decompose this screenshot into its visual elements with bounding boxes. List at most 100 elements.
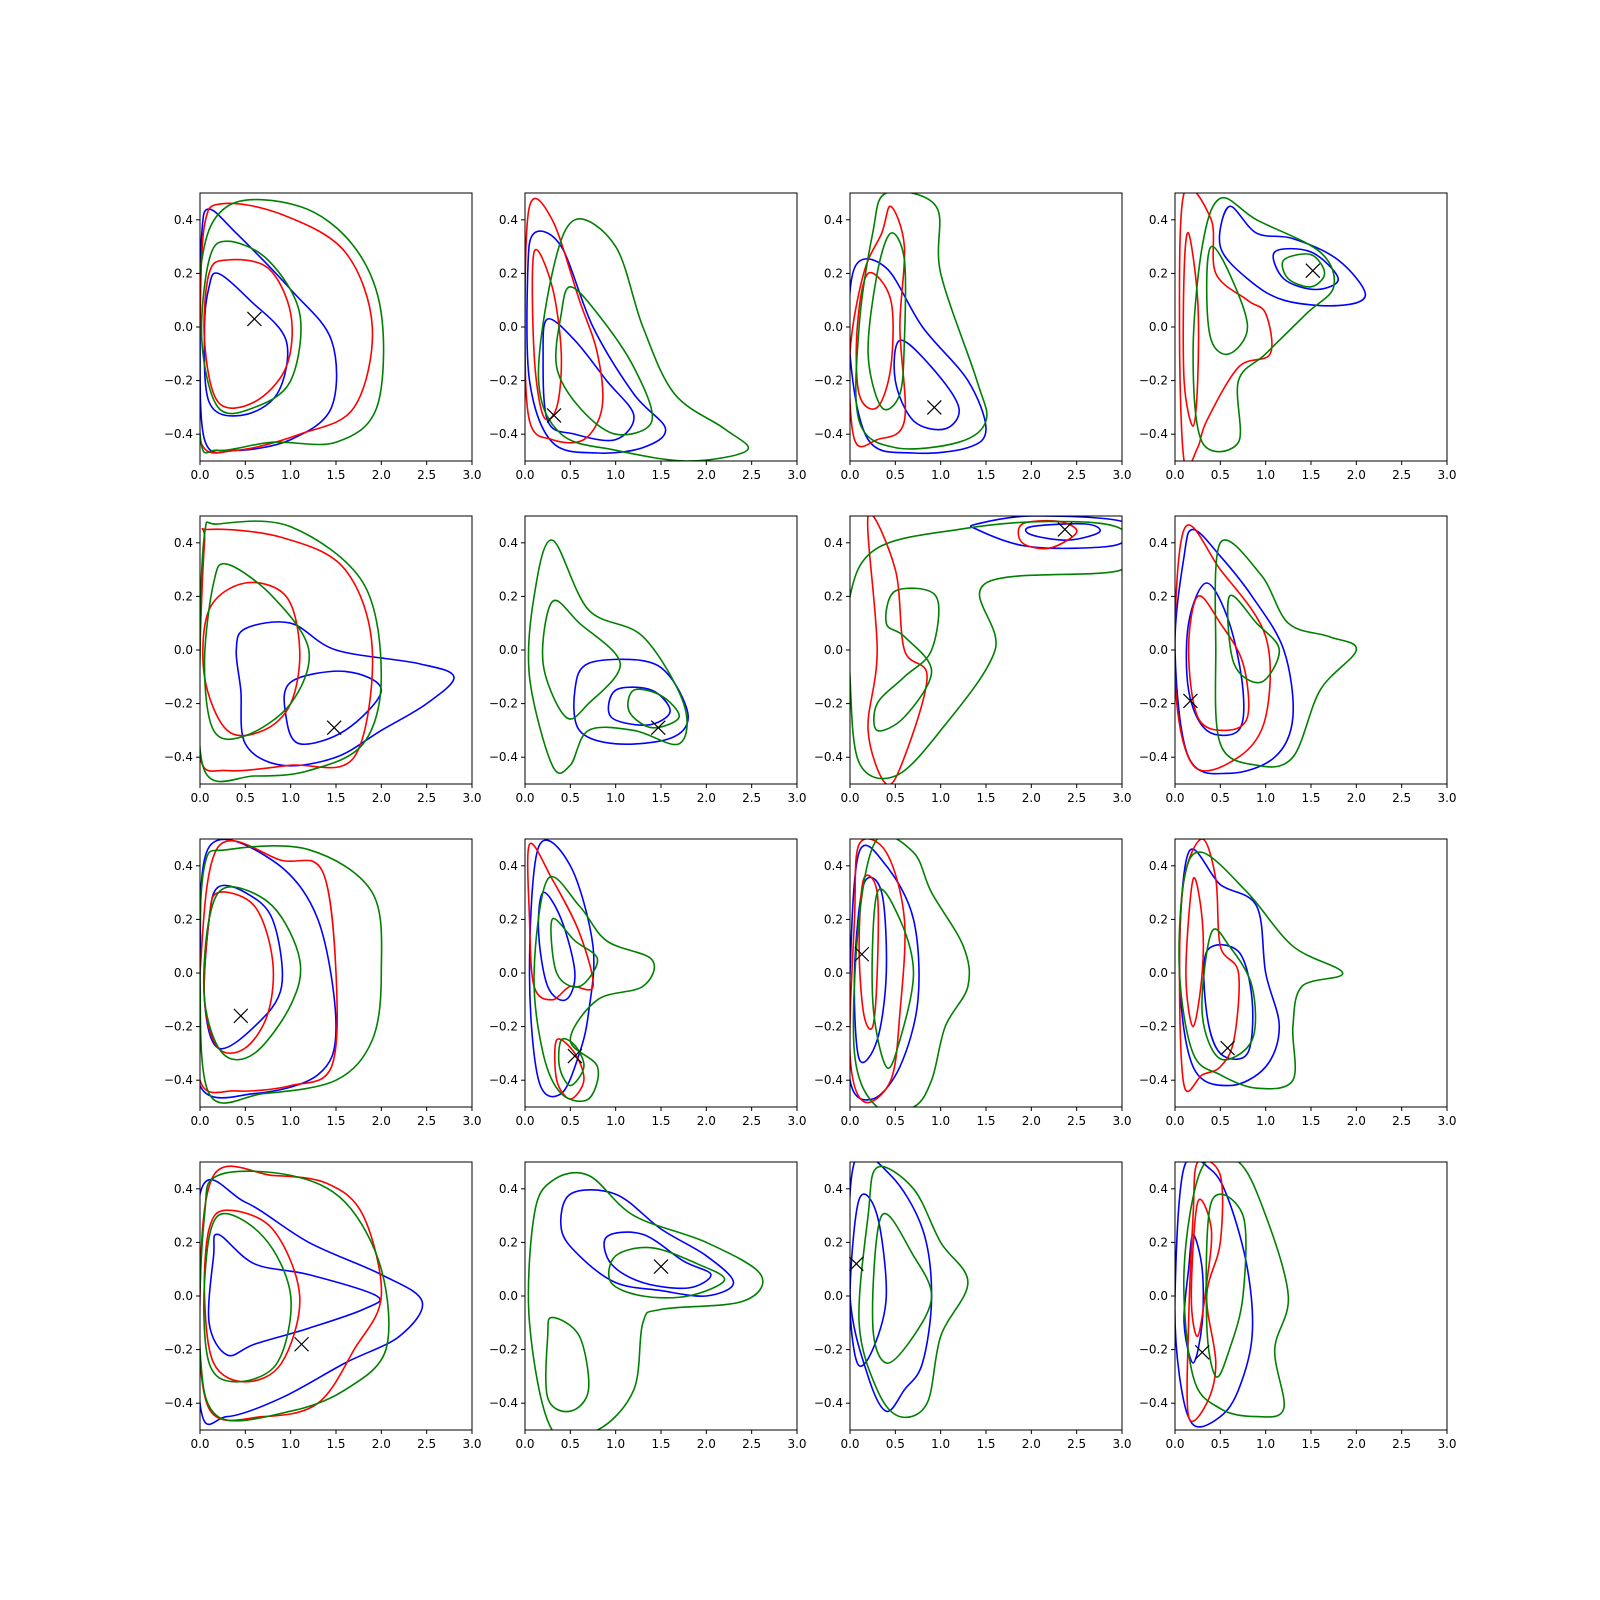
contour-lines	[850, 1162, 969, 1419]
y-tick-label: −0.4	[489, 1396, 518, 1410]
x-tick-label: 2.5	[417, 1114, 436, 1128]
y-tick-label: 0.0	[824, 1289, 843, 1303]
x-tick-label: 1.5	[1301, 1437, 1320, 1451]
y-tick-label: 0.4	[1149, 859, 1168, 873]
x-tick-label: 0.5	[236, 468, 255, 482]
x-tick-label: 3.0	[1437, 1114, 1456, 1128]
x-tick-label: 2.5	[417, 1437, 436, 1451]
x-marker	[1220, 1040, 1236, 1056]
contour-green	[607, 1246, 726, 1299]
y-tick-label: 0.0	[499, 1289, 518, 1303]
y-tick-label: 0.0	[174, 320, 193, 334]
y-tick-label: 0.2	[824, 912, 843, 926]
contour-red	[1190, 1198, 1213, 1338]
x-marker	[1057, 521, 1073, 537]
contour-blue	[969, 516, 1122, 550]
contour-green	[1192, 196, 1336, 453]
x-tick-label: 1.5	[326, 1114, 345, 1128]
contour-blue	[1202, 943, 1254, 1061]
contour-lines	[1178, 193, 1367, 461]
x-tick-label: 0.5	[561, 791, 580, 805]
contour-red	[200, 840, 339, 1094]
x-tick-label: 1.5	[1301, 791, 1320, 805]
contour-blue	[235, 621, 455, 767]
y-tick-label: 0.0	[174, 966, 193, 980]
contour-green	[555, 286, 654, 436]
x-tick-label: 2.5	[417, 791, 436, 805]
y-tick-label: 0.4	[1149, 1182, 1168, 1196]
x-tick-label: 1.0	[931, 1437, 950, 1451]
subplot-13: 0.0 0.5 1.0 1.5 2.0 2.5 3.0 −0.4 −0.2 0.0 0.2 0.4	[164, 1161, 482, 1451]
subplot-3: 0.0 0.5 1.0 1.5 2.0 2.5 3.0 −0.4 −0.2 0.0 0.2 0.4	[814, 192, 1132, 482]
x-tick-label: 0.0	[515, 468, 534, 482]
contour-green	[871, 1212, 933, 1364]
contour-red	[200, 202, 374, 454]
x-tick-label: 1.0	[1256, 1114, 1275, 1128]
x-tick-label: 3.0	[462, 1114, 481, 1128]
y-tick-label: −0.4	[164, 1396, 193, 1410]
y-tick-label: 0.4	[174, 1182, 193, 1196]
x-tick-label: 2.0	[1022, 1114, 1041, 1128]
x-tick-label: 1.5	[651, 1114, 670, 1128]
x-tick-label: 2.5	[1067, 791, 1086, 805]
y-tick-label: −0.4	[814, 1396, 843, 1410]
contour-green	[855, 193, 988, 450]
x-marker	[326, 720, 342, 736]
contour-blue	[1185, 582, 1245, 737]
x-tick-label: 3.0	[1437, 468, 1456, 482]
x-tick-label: 0.5	[236, 791, 255, 805]
x-tick-label: 1.5	[651, 1437, 670, 1451]
x-tick-label: 2.5	[417, 468, 436, 482]
y-tick-label: 0.2	[824, 266, 843, 280]
contour-green	[527, 1171, 764, 1430]
x-tick-label: 2.0	[1022, 791, 1041, 805]
x-marker	[233, 1008, 249, 1024]
x-marker	[854, 946, 870, 962]
y-tick-label: −0.2	[1139, 1343, 1168, 1357]
x-tick-label: 3.0	[1112, 468, 1131, 482]
x-tick-label: 0.5	[561, 1437, 580, 1451]
contour-green	[200, 520, 383, 783]
y-tick-label: −0.4	[489, 750, 518, 764]
contour-blue	[1218, 205, 1367, 307]
axes-frame	[524, 515, 798, 785]
contour-red	[1186, 1162, 1224, 1423]
y-tick-label: 0.0	[174, 643, 193, 657]
x-marker	[848, 1256, 864, 1272]
contour-blue	[850, 1162, 933, 1413]
y-tick-label: −0.2	[1139, 374, 1168, 388]
y-tick-label: 0.2	[174, 589, 193, 603]
x-tick-label: 2.5	[1392, 468, 1411, 482]
y-tick-label: −0.2	[164, 697, 193, 711]
contour-red	[1187, 595, 1250, 732]
x-tick-label: 2.0	[697, 468, 716, 482]
contour-green	[203, 562, 311, 741]
y-tick-label: 0.2	[824, 1235, 843, 1249]
x-tick-label: 2.5	[742, 791, 761, 805]
contour-green	[527, 539, 688, 775]
contour-blue	[528, 839, 595, 1098]
x-tick-label: 3.0	[1112, 1437, 1131, 1451]
x-tick-label: 1.0	[931, 791, 950, 805]
contour-blue	[1272, 247, 1339, 291]
x-tick-label: 0.0	[190, 1114, 209, 1128]
x-tick-label: 3.0	[462, 1437, 481, 1451]
contour-red	[202, 581, 301, 737]
x-tick-label: 1.5	[976, 468, 995, 482]
contour-green	[203, 1212, 292, 1383]
x-tick-label: 2.5	[1067, 1437, 1086, 1451]
contour-green	[871, 888, 915, 1070]
contour-blue	[203, 272, 289, 417]
y-tick-label: 0.2	[174, 266, 193, 280]
y-tick-label: 0.2	[499, 266, 518, 280]
y-tick-label: 0.4	[499, 859, 518, 873]
y-tick-label: 0.4	[824, 1182, 843, 1196]
y-tick-label: −0.2	[489, 1020, 518, 1034]
contour-blue	[537, 891, 576, 1002]
contour-green	[533, 875, 656, 1103]
axes-frame	[1174, 1161, 1448, 1431]
y-tick-label: −0.2	[1139, 1020, 1168, 1034]
contour-blue	[1183, 1233, 1205, 1364]
x-tick-label: 0.0	[1165, 791, 1184, 805]
